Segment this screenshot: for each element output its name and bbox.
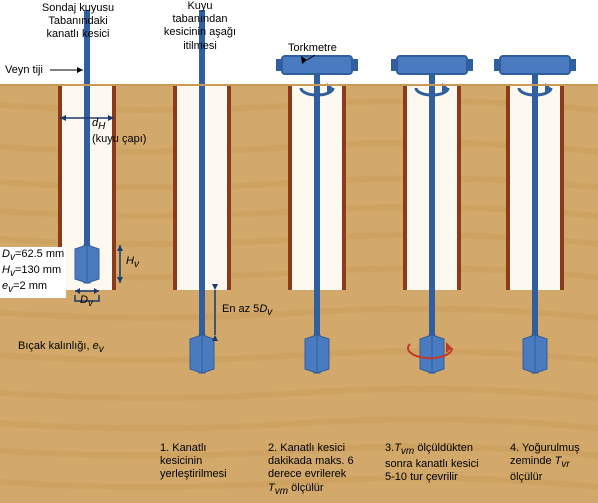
s2a: 2. Kanatlı kesici dakikada maks. 6 derec…	[268, 442, 354, 480]
blade-v: v	[99, 344, 104, 355]
blade-text: Bıçak kalınlığı,	[18, 340, 93, 352]
diagram-svg	[0, 0, 598, 503]
enaz-text: En az 5	[222, 303, 259, 315]
Dv-sym: D	[80, 294, 88, 306]
p-D: D	[2, 248, 10, 260]
label-enaz: En az 5Dv	[222, 303, 272, 319]
params-block: Dv=62.5 mm Hv=130 mm ev=2 mm	[0, 247, 66, 298]
s2sub: vm	[275, 486, 288, 497]
s4b: ölçülür	[510, 471, 542, 483]
dH-sub: H	[98, 121, 105, 132]
Hv-sym: H	[126, 255, 134, 267]
s3a: 3.	[385, 442, 394, 454]
caption-step-3: 3.Tvm ölçüldükten sonra kanatlı kesici 5…	[385, 442, 505, 485]
label-top-2: Kuyu tabanından kesicinin aşağı itilmesi	[155, 0, 245, 53]
label-blade: Bıçak kalınlığı, ev	[18, 340, 104, 356]
label-top-1: Sondaj kuyusu Tabanındaki kanatlı kesici	[28, 2, 128, 42]
s3sub: vm	[401, 446, 414, 457]
enaz-v: v	[267, 307, 272, 318]
s2T: T	[268, 482, 275, 494]
s3T: T	[394, 442, 401, 454]
Dv-sub: v	[88, 298, 93, 309]
label-Dv: Dv	[80, 294, 93, 310]
caption-step-1: 1. Kanatlı kesicinin yerleştirilmesi	[160, 442, 250, 482]
label-Hv: Hv	[126, 255, 139, 271]
s2b: ölçülür	[288, 482, 323, 494]
label-veyn: Veyn tiji	[5, 64, 43, 77]
dH-text: (kuyu çapı)	[92, 133, 146, 145]
label-dH: dH (kuyu çapı)	[92, 117, 146, 146]
p-Dval: =62.5 mm	[15, 248, 64, 260]
p-Hval: =130 mm	[15, 264, 61, 276]
label-torkmetre: Torkmetre	[288, 42, 337, 55]
p-H: H	[2, 264, 10, 276]
Hv-sub: v	[134, 259, 139, 270]
caption-step-2: 2. Kanatlı kesici dakikada maks. 6 derec…	[268, 442, 378, 498]
caption-step-4: 4. Yoğurulmuş zeminde Tvrölçülür	[510, 442, 598, 485]
s4sub: vr	[561, 459, 569, 470]
p-eval: =2 mm	[13, 280, 47, 292]
